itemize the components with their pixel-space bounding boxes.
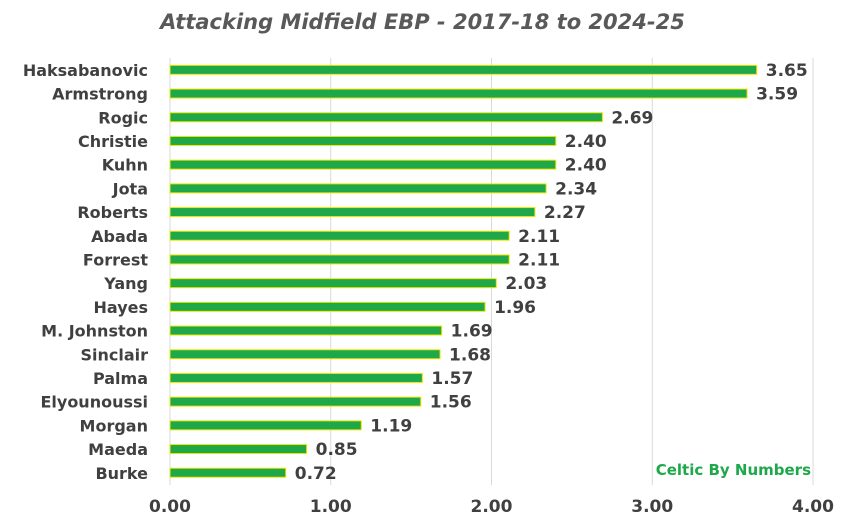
bar [169,183,547,194]
data-label: 1.56 [430,393,472,413]
bar [169,254,510,265]
category-label: Morgan [80,416,148,435]
bar [169,349,441,360]
category-label: Kuhn [102,156,148,175]
category-label: M. Johnston [41,322,148,341]
category-label: Jota [112,179,148,198]
chart-title: Attacking Midfield EBP - 2017-18 to 2024… [160,10,685,34]
data-label: 1.19 [370,416,412,436]
data-label: 1.96 [494,298,536,318]
category-label: Haksabanovic [23,61,148,80]
bar [169,159,557,170]
x-tick-label: 2.00 [471,497,513,517]
category-label: Forrest [83,250,148,269]
x-tick-label: 3.00 [631,497,673,517]
category-label: Palma [93,369,148,388]
x-tick-label: 4.00 [792,497,834,517]
category-label: Armstrong [52,85,148,104]
data-label: 1.68 [449,345,491,365]
data-label: 3.65 [766,61,808,81]
category-label: Maeda [88,440,148,459]
category-label: Roberts [77,203,148,222]
category-label: Abada [91,227,148,246]
category-label: Rogic [98,108,148,127]
bar [169,112,603,123]
data-label: 2.34 [555,179,597,199]
bar [169,207,536,218]
category-label: Christie [78,132,148,151]
category-label: Burke [95,464,148,483]
bar [169,88,748,99]
bar [169,396,422,407]
bar [169,444,308,455]
data-label: 2.27 [544,203,586,223]
data-label: 2.11 [518,227,560,247]
x-tick-label: 1.00 [310,497,352,517]
bar [169,420,362,431]
data-label: 2.69 [611,108,653,128]
bar [169,135,557,146]
bar [169,64,758,75]
data-label: 2.40 [565,156,607,176]
data-label: 1.69 [451,322,493,342]
category-label: Elyounoussi [40,393,148,412]
bar [169,301,486,312]
bar [169,230,510,241]
data-label: 3.59 [756,85,798,105]
data-label: 2.03 [505,274,547,294]
category-label: Yang [103,274,148,293]
watermark-text: Celtic By Numbers [655,461,811,479]
bar [169,372,423,383]
x-tick-label: 0.00 [149,497,191,517]
category-label: Sinclair [80,345,148,364]
data-label: 0.72 [295,464,337,484]
data-label: 2.40 [565,132,607,152]
data-label: 0.85 [316,440,358,460]
data-label: 1.57 [431,369,473,389]
bar [169,278,497,289]
category-label: Hayes [94,298,149,317]
bar [169,325,443,336]
data-label: 2.11 [518,250,560,270]
bar [169,467,287,478]
